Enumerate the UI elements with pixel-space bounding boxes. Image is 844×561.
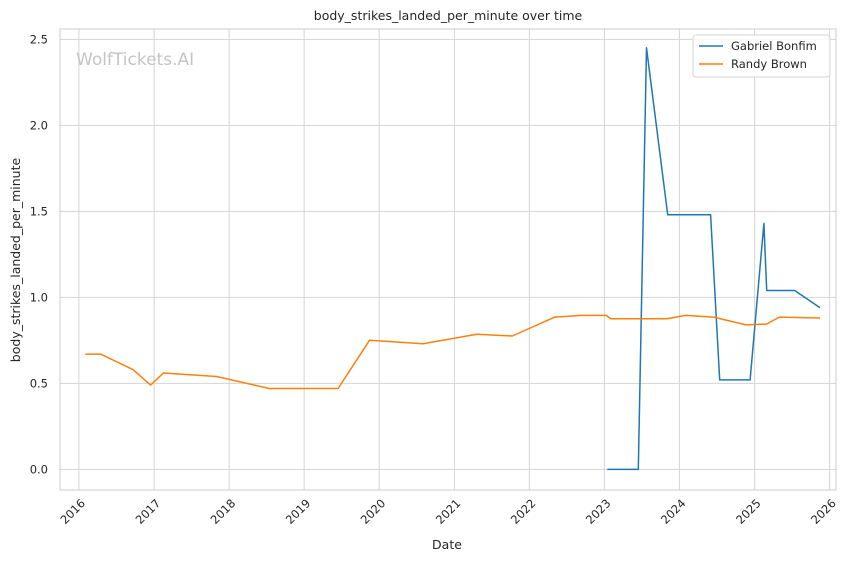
x-axis-label: Date xyxy=(432,537,462,552)
y-axis-label: body_strikes_landed_per_minute xyxy=(8,157,23,362)
y-tick-label: 2.0 xyxy=(30,118,48,132)
y-tick-label: 1.0 xyxy=(30,290,48,304)
y-tick-label: 1.5 xyxy=(30,204,48,218)
legend-label: Gabriel Bonfim xyxy=(731,39,817,53)
chart-title: body_strikes_landed_per_minute over time xyxy=(314,8,583,23)
watermark-text: WolfTickets.AI xyxy=(76,50,194,70)
legend: Gabriel Bonfim Randy Brown xyxy=(693,35,830,77)
y-tick-label: 2.5 xyxy=(30,32,48,46)
y-tick-label: 0.0 xyxy=(30,462,48,476)
y-tick-label: 0.5 xyxy=(30,376,48,390)
legend-label: Randy Brown xyxy=(731,57,807,71)
